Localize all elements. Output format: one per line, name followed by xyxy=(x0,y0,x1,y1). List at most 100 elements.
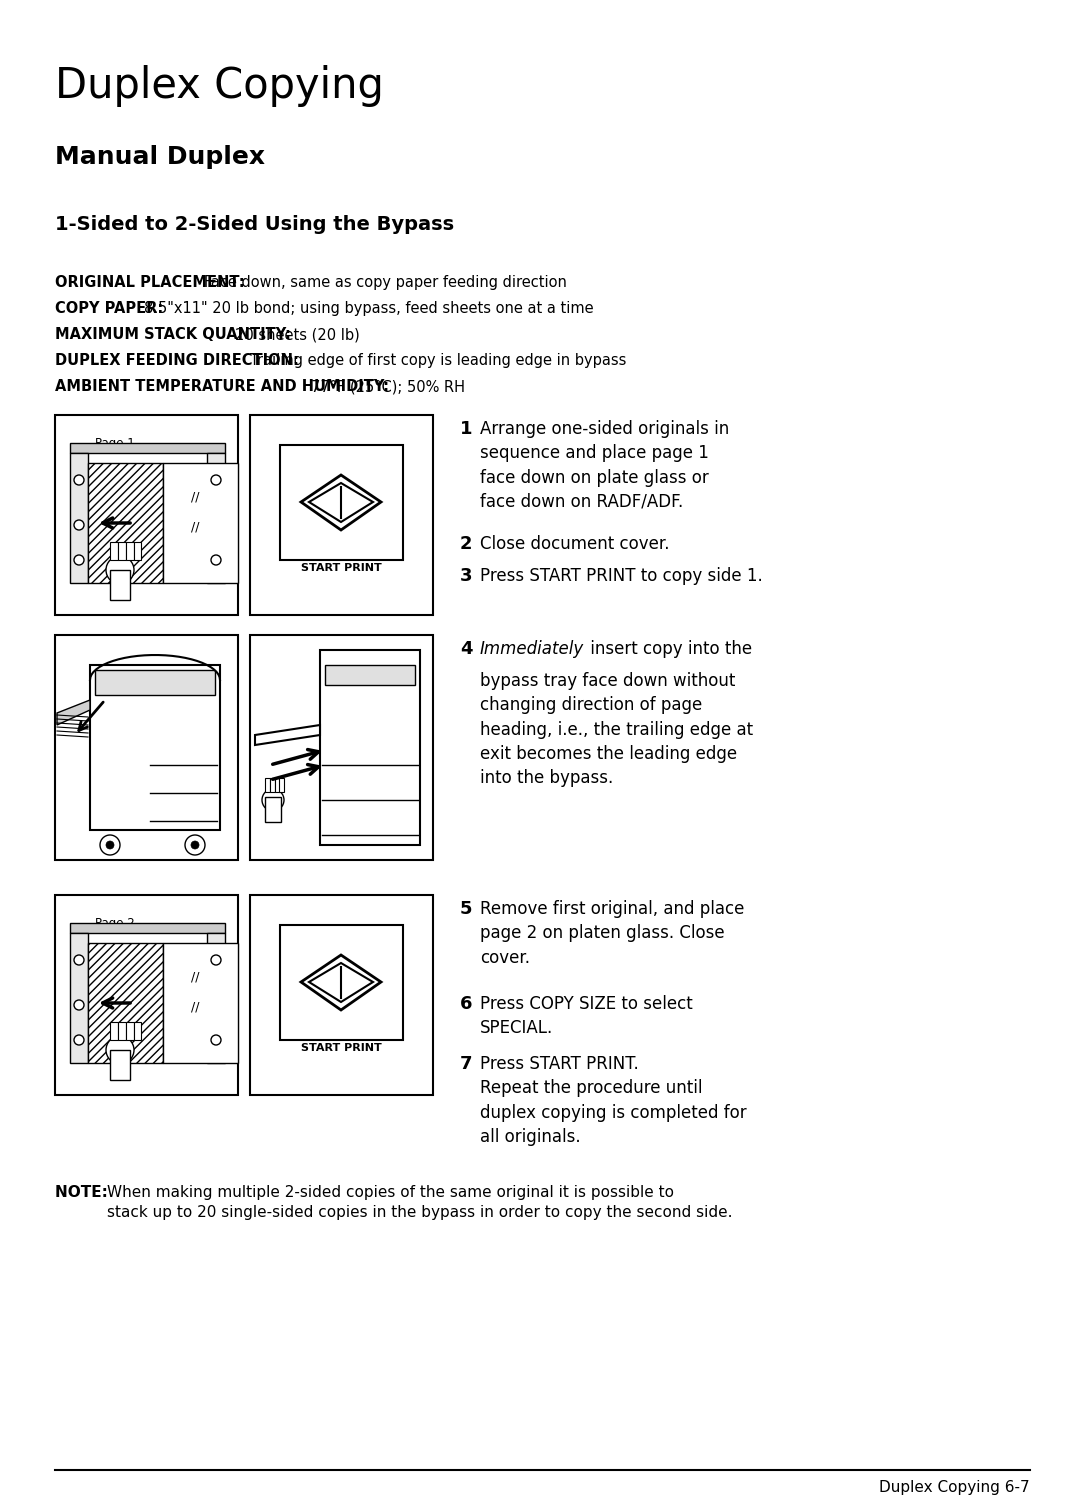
Bar xyxy=(70,443,225,454)
Bar xyxy=(87,943,163,1063)
Circle shape xyxy=(262,789,284,810)
Bar xyxy=(70,933,87,1063)
Text: Page 1: Page 1 xyxy=(95,437,135,451)
Circle shape xyxy=(106,841,114,850)
Text: 4: 4 xyxy=(460,640,473,658)
Bar xyxy=(270,779,275,792)
Text: //: // xyxy=(191,490,200,503)
Polygon shape xyxy=(309,963,373,1002)
Bar xyxy=(55,635,238,860)
Text: Press START PRINT.
Repeat the procedure until
duplex copying is completed for
al: Press START PRINT. Repeat the procedure … xyxy=(480,1055,746,1146)
Text: //: // xyxy=(191,520,200,534)
Polygon shape xyxy=(309,482,373,522)
Circle shape xyxy=(185,835,205,854)
Bar xyxy=(249,414,433,615)
Circle shape xyxy=(75,475,84,485)
Bar xyxy=(325,665,415,685)
Text: Trailing edge of first copy is leading edge in bypass: Trailing edge of first copy is leading e… xyxy=(249,352,626,367)
Text: Press START PRINT to copy side 1.: Press START PRINT to copy side 1. xyxy=(480,567,762,585)
Circle shape xyxy=(106,1036,134,1064)
Bar xyxy=(70,443,225,454)
Bar xyxy=(207,454,225,584)
Text: DUPLEX FEEDING DIRECTION:: DUPLEX FEEDING DIRECTION: xyxy=(55,352,303,367)
Text: 2: 2 xyxy=(460,535,473,553)
Polygon shape xyxy=(301,475,381,531)
Text: 77°F (25°C); 50% RH: 77°F (25°C); 50% RH xyxy=(311,380,464,395)
Circle shape xyxy=(211,1036,221,1045)
Text: Arrange one-sided originals in
sequence and place page 1
face down on plate glas: Arrange one-sided originals in sequence … xyxy=(480,420,729,511)
Bar xyxy=(118,1022,126,1040)
Bar xyxy=(118,541,126,559)
Bar xyxy=(110,1049,130,1080)
Bar xyxy=(55,895,238,1095)
Bar xyxy=(265,797,281,823)
Text: 7: 7 xyxy=(460,1055,473,1074)
Text: 3: 3 xyxy=(460,567,473,585)
Circle shape xyxy=(75,999,84,1010)
Text: Manual Duplex: Manual Duplex xyxy=(55,145,265,169)
Bar xyxy=(134,1022,141,1040)
Text: insert copy into the: insert copy into the xyxy=(585,640,752,658)
Bar xyxy=(90,665,220,830)
Text: Face down, same as copy paper feeding direction: Face down, same as copy paper feeding di… xyxy=(204,275,567,290)
Text: Immediately: Immediately xyxy=(480,640,584,658)
Bar xyxy=(207,933,225,1063)
Circle shape xyxy=(211,555,221,565)
Text: AMBIENT TEMPERATURE AND HUMIDITY:: AMBIENT TEMPERATURE AND HUMIDITY: xyxy=(55,380,394,395)
Bar xyxy=(265,779,270,792)
Polygon shape xyxy=(301,956,381,1010)
Circle shape xyxy=(75,1036,84,1045)
Bar xyxy=(249,635,433,860)
Bar xyxy=(280,925,403,1040)
Text: 1: 1 xyxy=(460,420,473,438)
Bar xyxy=(126,541,134,559)
Bar xyxy=(126,1022,134,1040)
Text: NOTE:: NOTE: xyxy=(55,1185,113,1201)
Bar xyxy=(95,670,215,696)
Bar xyxy=(110,1022,118,1040)
Circle shape xyxy=(211,956,221,965)
Bar xyxy=(275,779,280,792)
Text: COPY PAPER:: COPY PAPER: xyxy=(55,301,168,316)
Bar xyxy=(110,541,118,559)
Text: START PRINT: START PRINT xyxy=(300,562,381,573)
Bar xyxy=(279,779,284,792)
Circle shape xyxy=(100,835,120,854)
Bar xyxy=(280,445,403,559)
Bar xyxy=(70,922,225,933)
Circle shape xyxy=(75,956,84,965)
Circle shape xyxy=(75,555,84,565)
Text: ORIGINAL PLACEMENT:: ORIGINAL PLACEMENT: xyxy=(55,275,249,290)
Text: //: // xyxy=(191,999,200,1013)
Text: bypass tray face down without
changing direction of page
heading, i.e., the trai: bypass tray face down without changing d… xyxy=(480,671,753,788)
Bar xyxy=(55,414,238,615)
Text: 6: 6 xyxy=(460,995,473,1013)
Bar xyxy=(87,463,163,584)
Circle shape xyxy=(211,475,221,485)
Text: //: // xyxy=(191,971,200,983)
Polygon shape xyxy=(57,700,90,724)
Text: START PRINT: START PRINT xyxy=(300,1043,381,1052)
Bar xyxy=(110,570,130,600)
Text: Close document cover.: Close document cover. xyxy=(480,535,670,553)
Bar xyxy=(70,454,87,584)
Text: Press COPY SIZE to select
SPECIAL.: Press COPY SIZE to select SPECIAL. xyxy=(480,995,692,1037)
Bar xyxy=(163,463,238,584)
Text: 20 sheets (20 lb): 20 sheets (20 lb) xyxy=(234,327,360,342)
Text: Duplex Copying: Duplex Copying xyxy=(55,65,383,107)
Polygon shape xyxy=(255,724,320,745)
Text: 8.5"x11" 20 lb bond; using bypass, feed sheets one at a time: 8.5"x11" 20 lb bond; using bypass, feed … xyxy=(144,301,593,316)
Bar xyxy=(249,895,433,1095)
Bar xyxy=(163,943,238,1063)
Bar xyxy=(134,541,141,559)
Text: Remove first original, and place
page 2 on platen glass. Close
cover.: Remove first original, and place page 2 … xyxy=(480,900,744,966)
Circle shape xyxy=(191,841,199,850)
Circle shape xyxy=(75,520,84,531)
Circle shape xyxy=(106,556,134,584)
Text: 5: 5 xyxy=(460,900,473,918)
Bar xyxy=(320,650,420,845)
Text: Page 2: Page 2 xyxy=(95,916,135,930)
Text: MAXIMUM STACK QUANTITY:: MAXIMUM STACK QUANTITY: xyxy=(55,327,296,342)
Bar xyxy=(70,922,225,933)
Text: When making multiple 2-sided copies of the same original it is possible to
stack: When making multiple 2-sided copies of t… xyxy=(107,1185,732,1220)
